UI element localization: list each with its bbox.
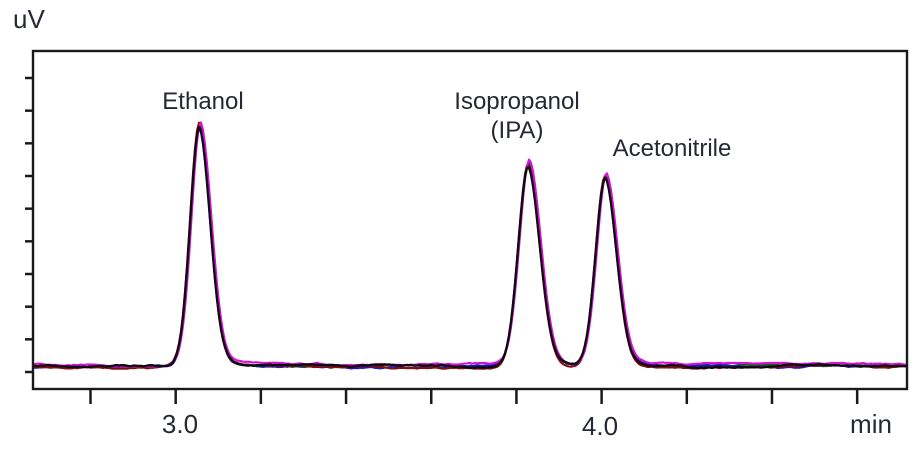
y-axis-ticks — [25, 76, 33, 374]
y-axis-unit-label: uV — [13, 4, 45, 34]
peak-label-isopropanol-line2: (IPA) — [490, 117, 544, 144]
x-axis-ticks — [89, 390, 859, 404]
x-tick-label-4-0: 4.0 — [581, 411, 619, 441]
chromatogram-trace — [34, 121, 906, 368]
x-axis-unit-label: min — [850, 409, 892, 439]
chromatogram-trace — [34, 125, 906, 369]
x-tick-label-3-0: 3.0 — [161, 409, 199, 439]
trace-group — [34, 121, 906, 370]
peak-label-ethanol: Ethanol — [162, 88, 244, 115]
peak-label-isopropanol-line1: Isopropanol — [454, 88, 580, 115]
peak-label-isopropanol: Isopropanol (IPA) — [454, 87, 579, 145]
peak-label-acetonitrile: Acetonitrile — [612, 135, 732, 162]
chromatogram-trace — [34, 121, 906, 370]
plot-frame — [31, 49, 909, 391]
chromatogram-trace — [34, 127, 906, 370]
chromatogram-trace — [34, 125, 906, 369]
